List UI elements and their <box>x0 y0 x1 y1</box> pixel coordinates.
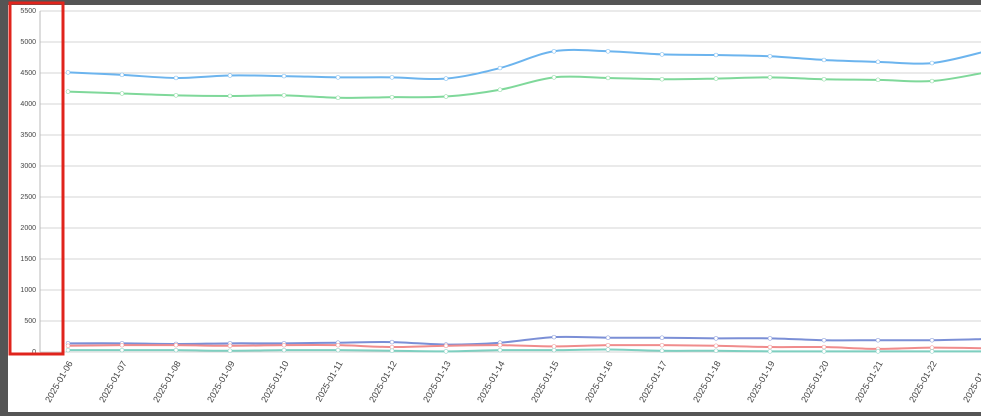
y-tick-label: 0 <box>32 349 36 356</box>
point-marker <box>281 342 287 348</box>
y-tick-label: 500 <box>24 318 36 325</box>
point-marker <box>929 349 935 354</box>
y-tick-label: 4500 <box>20 70 36 77</box>
point-marker <box>659 342 665 348</box>
point-marker <box>713 76 719 81</box>
point-marker <box>659 348 665 354</box>
point-marker <box>281 347 287 353</box>
point-marker <box>767 336 773 341</box>
point-marker <box>335 342 341 348</box>
point-marker <box>605 335 611 340</box>
frame-left <box>0 0 8 416</box>
point-marker <box>173 347 179 353</box>
point-marker <box>119 347 125 353</box>
series-line <box>67 344 981 350</box>
point-marker <box>443 94 449 99</box>
point-marker <box>659 52 665 57</box>
point-marker <box>65 343 71 349</box>
point-marker <box>929 337 935 343</box>
series-line <box>67 48 981 81</box>
point-marker <box>605 342 611 348</box>
point-marker <box>281 73 287 79</box>
point-marker <box>605 49 611 54</box>
point-marker <box>65 347 71 353</box>
series-line <box>68 348 981 353</box>
point-marker <box>335 95 341 101</box>
point-marker <box>605 347 611 352</box>
point-marker <box>65 89 71 94</box>
point-marker <box>767 349 773 354</box>
point-marker <box>713 343 719 349</box>
point-marker <box>551 334 557 340</box>
point-marker <box>767 344 773 350</box>
point-marker <box>929 78 935 84</box>
point-marker <box>173 93 179 98</box>
point-marker <box>389 339 395 345</box>
point-marker <box>767 75 773 80</box>
point-marker <box>335 75 341 80</box>
point-marker <box>605 75 611 81</box>
point-marker <box>119 72 125 78</box>
point-marker <box>443 343 449 349</box>
y-tick-label: 3000 <box>20 163 36 170</box>
y-tick-label: 5500 <box>20 8 36 15</box>
y-tick-label: 1000 <box>20 287 36 294</box>
point-marker <box>497 342 503 348</box>
point-marker <box>389 344 395 350</box>
point-marker <box>821 349 827 354</box>
point-marker <box>119 91 125 96</box>
point-marker <box>821 337 827 343</box>
y-tick-label: 2500 <box>20 194 36 201</box>
point-marker <box>551 347 557 353</box>
y-tick-label: 2000 <box>20 225 36 232</box>
point-marker <box>551 49 557 54</box>
point-marker <box>713 336 719 341</box>
series-line <box>67 335 981 346</box>
point-marker <box>119 342 125 348</box>
frame-top <box>0 0 981 5</box>
point-marker <box>389 94 395 100</box>
point-marker <box>551 344 557 349</box>
point-marker <box>659 76 665 82</box>
point-marker <box>227 348 233 354</box>
point-marker <box>929 345 935 350</box>
point-marker <box>497 87 503 92</box>
y-tick-label: 4000 <box>20 101 36 108</box>
point-marker <box>821 76 827 82</box>
point-marker <box>875 59 881 65</box>
series-line <box>67 72 981 99</box>
point-marker <box>875 337 881 343</box>
y-tick-label: 3500 <box>20 132 36 139</box>
point-marker <box>713 52 719 58</box>
point-marker <box>173 75 179 81</box>
point-marker <box>227 73 233 78</box>
point-marker <box>659 335 665 340</box>
point-marker <box>227 343 233 349</box>
point-marker <box>875 77 881 83</box>
point-marker <box>821 344 827 350</box>
point-marker <box>821 57 827 63</box>
frame-bottom <box>8 412 981 416</box>
point-marker <box>713 348 719 354</box>
y-tick-label: 5000 <box>20 39 36 46</box>
point-marker <box>389 348 395 354</box>
point-marker <box>389 75 395 80</box>
point-marker <box>497 65 503 71</box>
point-marker <box>875 349 881 354</box>
point-marker <box>281 93 287 98</box>
point-marker <box>227 93 233 99</box>
point-marker <box>443 76 449 81</box>
point-marker <box>929 60 935 66</box>
y-tick-label: 1500 <box>20 256 36 263</box>
point-marker <box>767 54 773 59</box>
point-marker <box>335 347 341 353</box>
highlight-box <box>8 1 65 356</box>
point-marker <box>443 349 449 354</box>
point-marker <box>65 70 71 75</box>
point-marker <box>551 75 557 80</box>
point-marker <box>173 342 179 348</box>
point-marker <box>497 347 503 353</box>
